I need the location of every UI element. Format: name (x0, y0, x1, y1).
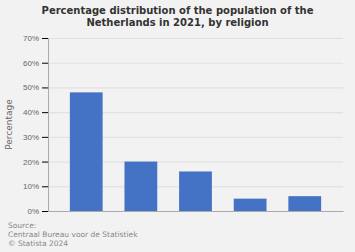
y-axis-line (42, 39, 49, 212)
grid-tick (48, 211, 343, 212)
grid-line (48, 211, 343, 212)
bar (234, 199, 267, 211)
chart-svg: Percentage distribution of the populatio… (0, 0, 355, 252)
grid-tick (48, 87, 343, 88)
y-tick-label: 70% (23, 34, 39, 43)
bar (124, 162, 157, 211)
source-text: Source: (8, 221, 36, 230)
title: Percentage distribution of the populatio… (42, 5, 314, 28)
y-tick-label: 30% (23, 133, 39, 142)
bar (70, 92, 103, 211)
y-tick-label: 0% (27, 207, 39, 216)
bar (179, 171, 212, 211)
bar (288, 196, 321, 211)
y-tick: 10% (23, 182, 48, 191)
source-text: © Statista 2024 (8, 239, 68, 248)
y-tick-label: 10% (23, 182, 39, 191)
y-axis: 0% 10% 20% 30% 40% 50% 60% 70% (23, 34, 49, 216)
y-tick-line (42, 38, 48, 39)
y-tick: 50% (23, 83, 48, 92)
y-tick: 30% (23, 133, 48, 142)
y-tick: 60% (23, 59, 48, 68)
background (0, 0, 355, 252)
y-tick-line (42, 112, 48, 113)
y-tick: 70% (23, 34, 48, 43)
y-tick: 40% (23, 108, 48, 117)
y-tick-label: 20% (23, 158, 39, 167)
y-tick-line (42, 211, 48, 212)
plot: 0% 10% 20% 30% 40% 50% 60% 70% Percentage (4, 34, 344, 216)
chart-container: Percentage distribution of the populatio… (0, 0, 355, 252)
y-tick-line (42, 162, 48, 163)
y-tick: 0% (27, 207, 48, 216)
grid-tick (48, 38, 343, 39)
grid-tick (48, 63, 343, 64)
grid (48, 39, 343, 212)
y-tick-line (42, 87, 48, 88)
y-axis-title: Percentage (4, 99, 14, 150)
y-tick-label: 60% (23, 59, 39, 68)
grid-line (48, 87, 343, 88)
x-axis (49, 211, 344, 213)
y-tick-line (42, 137, 48, 138)
y-tick: 20% (23, 158, 48, 167)
bars (70, 92, 321, 211)
y-tick-line (42, 63, 48, 64)
y-tick-label: 40% (23, 108, 39, 117)
source-text: Centraal Bureau voor de Statistiek (8, 230, 138, 239)
x-axis-line (49, 211, 344, 212)
grid-line (48, 38, 343, 39)
grid-line (48, 63, 343, 64)
y-tick-label: 50% (23, 83, 39, 92)
y-tick-line (42, 186, 48, 187)
annotations: Source:Centraal Bureau voor de Statistie… (8, 221, 138, 248)
